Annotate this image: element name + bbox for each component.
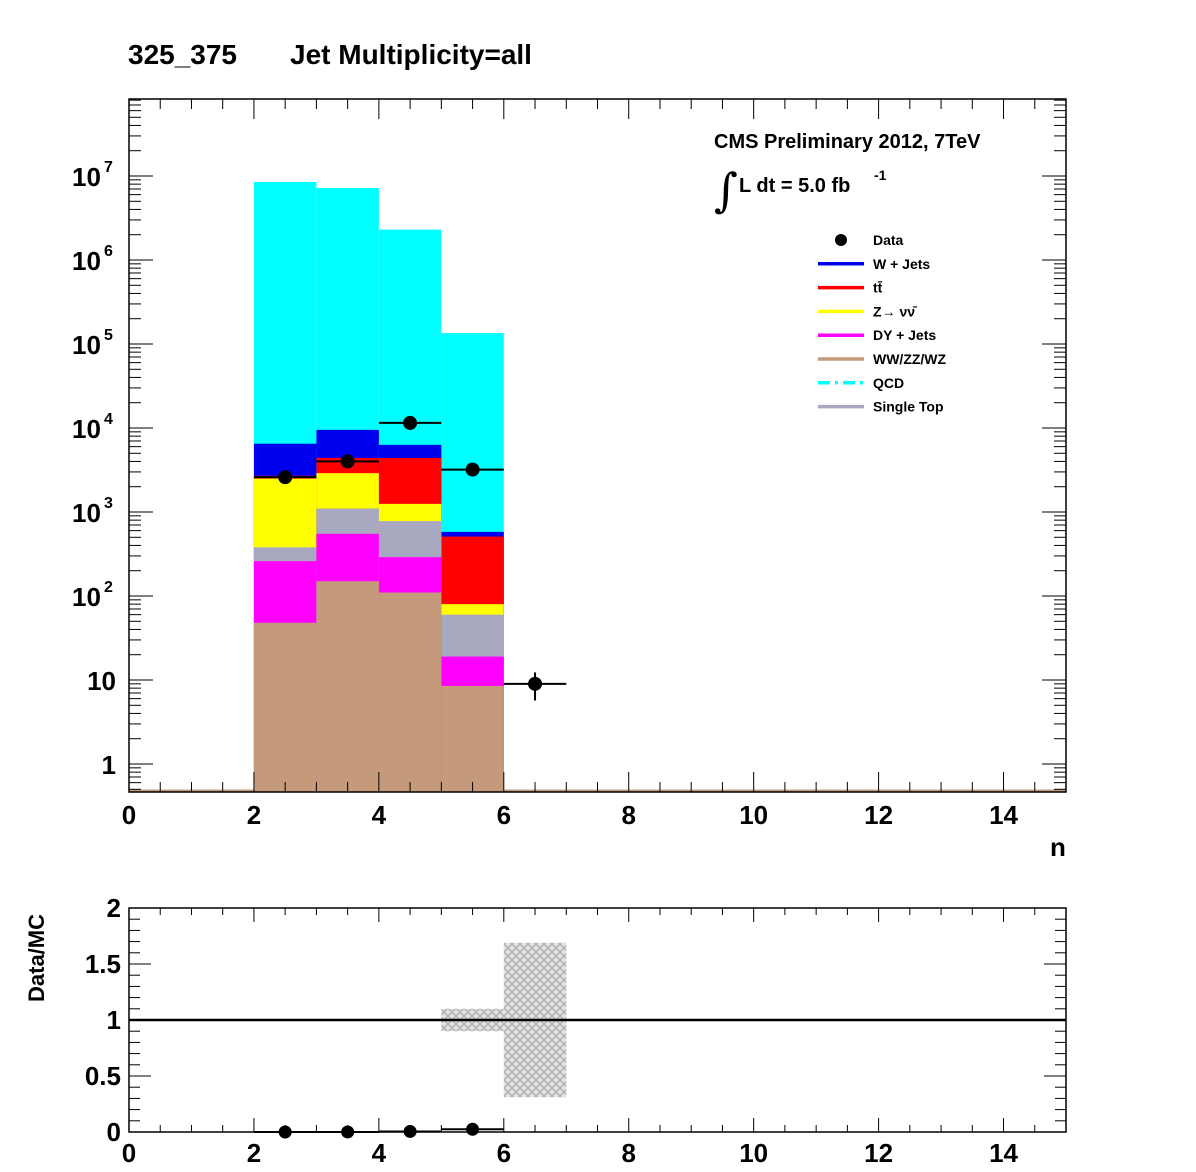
y-tick-label-exp: 3 [104,495,113,512]
ratio-y-tick-label: 2 [107,893,121,923]
luminosity-exponent: -1 [874,167,887,183]
x-tick-label: 6 [497,800,511,830]
data-point-0 [278,470,293,485]
y-tick-label-base: 10 [72,162,101,192]
ratio-x-tick-label: 2 [247,1138,261,1168]
legend-label: Z→ νν̄ [873,303,918,319]
experiment-label: CMS Preliminary 2012, 7TeV [714,131,981,153]
y-tick-label-exp: 5 [104,327,113,344]
data-point-1 [340,454,355,469]
x-tick-label: 8 [621,800,635,830]
legend-label: tt̄ [873,279,883,295]
ratio-x-tick-label: 4 [372,1138,387,1168]
ratio-y-tick-label: 1.5 [85,949,121,979]
x-tick-label: 4 [372,800,387,830]
legend-marker [835,234,847,246]
data-points [253,415,567,701]
legend-label: DY + Jets [873,327,936,343]
ratio-y-tick-label: 1 [107,1005,121,1035]
y-tick-label-exp: 4 [104,411,113,428]
y-tick-label-base: 10 [72,246,101,276]
legend-item: tt̄ [818,279,883,296]
legend-item: Z→ νν̄ [818,303,918,319]
ratio-x-tick-label: 8 [621,1138,635,1168]
y-tick-label-base: 10 [72,330,101,360]
ratio-x-tick-label: 12 [864,1138,893,1168]
legend-item: Single Top [818,399,944,415]
legend-item: WW/ZZ/WZ [818,351,947,367]
ratio-y-axis-label: Data/MC [24,914,49,1002]
legend-item: Data [835,232,904,248]
ratio-y-tick-label: 0.5 [85,1061,121,1091]
integral-sign: ∫ [714,163,738,217]
chart-title: Jet Multiplicity=all [290,39,532,70]
bar-ww-zz-wz-bin-0 [253,622,317,792]
bar-ww-zz-wz-bin-3 [441,685,504,792]
y-tick-label: 1 [102,750,116,780]
x-axis-label: n [1050,832,1066,862]
y-tick-label-base: 10 [72,582,101,612]
y-tick-label: 10 [87,666,116,696]
ratio-y-tick-label: 0 [107,1117,121,1147]
chart-title-region: 325_375 [128,39,237,70]
ratio-y-ticks: 0 0.5 1 1.5 2 [85,893,1066,1147]
stacked-bars [253,181,504,792]
legend-item: QCD [818,375,904,391]
main-x-ticks: 0 2 4 6 8 10 12 14 [122,99,1067,830]
ratio-x-tick-label: 6 [497,1138,511,1168]
y-tick-label-base: 10 [72,414,101,444]
legend-label: Data [873,232,904,248]
x-tick-label: 12 [864,800,893,830]
y-tick-label-exp: 7 [104,159,113,176]
legend-label: QCD [873,375,904,391]
data-point-4 [528,676,543,691]
legend-label: W + Jets [873,256,930,272]
y-tick-label-exp: 2 [104,579,113,596]
bar-ww-zz-wz-bin-2 [378,592,442,792]
ratio-x-tick-label: 10 [739,1138,768,1168]
y-tick-label-base: 10 [72,498,101,528]
x-tick-label: 14 [989,800,1018,830]
legend-label: WW/ZZ/WZ [873,351,947,367]
bar-ww-zz-wz-bin-1 [316,581,379,792]
x-tick-label: 2 [247,800,261,830]
ratio-plot: 0 2 4 6 8 10 12 14 0 0.5 1 1.5 2 Data/MC [24,893,1067,1168]
legend-item: W + Jets [818,256,930,272]
x-tick-label: 10 [739,800,768,830]
ratio-x-tick-label: 14 [989,1138,1018,1168]
legend: Data W + Jets tt̄ Z→ νν̄ DY + Jets WW/ZZ/WZ QC… [818,232,947,415]
y-tick-label-exp: 6 [104,243,113,260]
luminosity-label: L dt = 5.0 fb [739,175,850,197]
ratio-x-ticks: 0 2 4 6 8 10 12 14 [122,908,1067,1168]
legend-label: Single Top [873,399,944,415]
ratio-x-tick-label: 0 [122,1138,136,1168]
legend-item: DY + Jets [818,327,936,343]
data-point-2 [403,415,418,430]
x-tick-label: 0 [122,800,136,830]
data-point-3 [465,462,480,477]
